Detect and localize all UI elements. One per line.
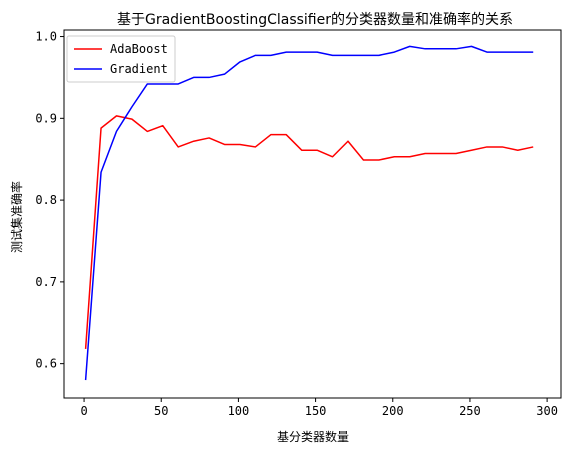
x-tick-label: 250 [459,404,481,418]
y-axis-title: 测试集准确率 [9,181,24,253]
legend-label-gradient: Gradient [110,62,168,76]
x-axis-title: 基分类器数量 [277,429,349,444]
y-tick-label: 0.7 [35,275,57,289]
x-tick-label: 0 [80,404,87,418]
legend-label-adaboost: AdaBoost [110,42,168,56]
legend-box [66,35,176,83]
plot-frame [63,29,562,399]
x-tick-label: 100 [228,404,250,418]
y-tick-label: 1.0 [35,30,57,44]
y-axis: 0.6 0.7 0.8 0.9 1.0 [35,30,64,371]
chart-title: 基于GradientBoostingClassifier的分类器数量和准确率的关… [117,11,513,28]
series-line-gradient [84,45,534,381]
y-tick-label: 0.6 [35,357,57,371]
x-axis: 0 50 100 150 200 250 300 [80,398,558,418]
y-tick-label: 0.9 [35,111,57,125]
y-tick-label: 0.8 [35,193,57,207]
series-line-adaboost [84,115,534,349]
x-tick-label: 300 [536,404,558,418]
x-tick-label: 150 [305,404,327,418]
legend: AdaBoost Gradient [66,35,176,83]
x-tick-label: 50 [154,404,168,418]
x-tick-label: 200 [382,404,404,418]
series-layer [84,45,534,381]
